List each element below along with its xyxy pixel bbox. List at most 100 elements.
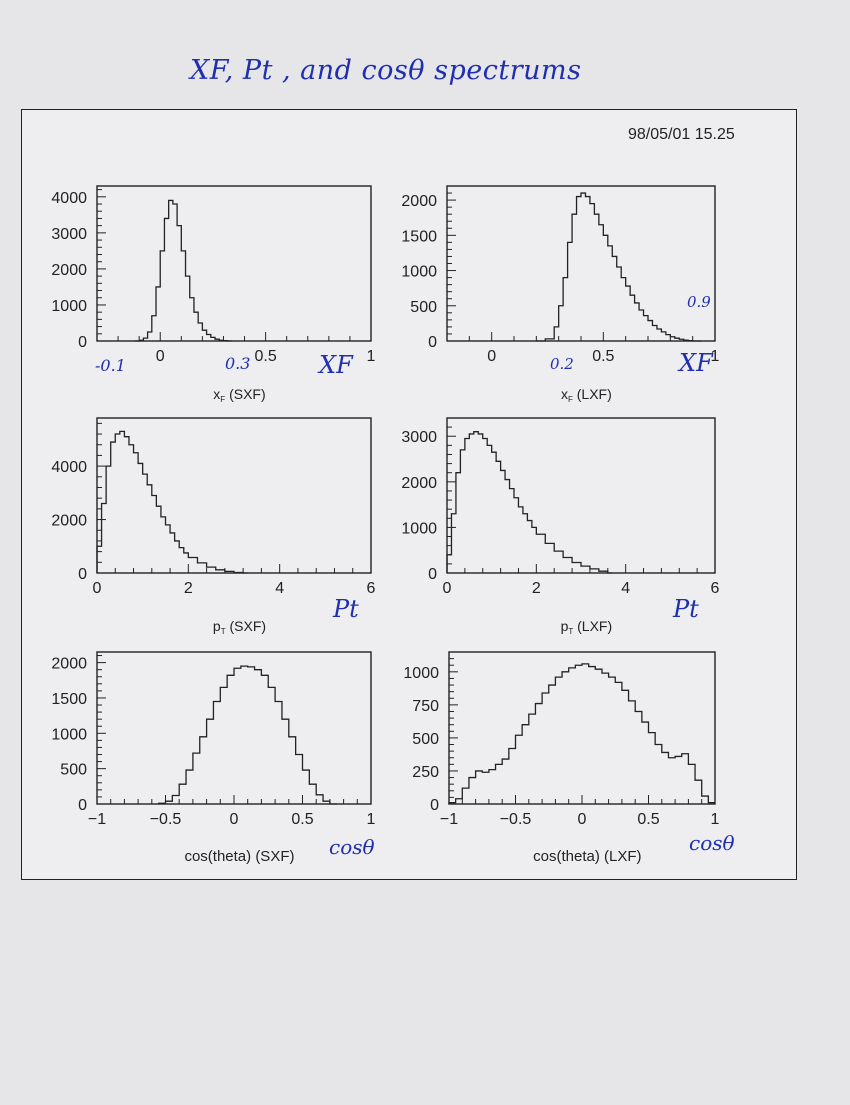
x-axis-title-main: x xyxy=(561,386,568,402)
x-axis-title-main: p xyxy=(561,618,569,634)
y-tick-label: 1000 xyxy=(401,520,437,537)
y-tick-label: 3000 xyxy=(51,226,87,243)
x-tick-label: 0 xyxy=(156,348,165,365)
y-tick-label: 1000 xyxy=(401,264,437,281)
x-tick-label: 0 xyxy=(487,348,496,365)
handwritten-annotation: XF xyxy=(677,349,714,377)
x-axis-title-rest: (LXF) xyxy=(573,618,612,634)
y-tick-label: 2000 xyxy=(51,656,87,673)
x-tick-label: 0 xyxy=(578,811,587,828)
y-tick-label: 2000 xyxy=(401,193,437,210)
handwritten-annotation: Pt xyxy=(672,595,699,623)
y-tick-label: 2000 xyxy=(401,475,437,492)
x-axis-title-subscript: F xyxy=(220,395,225,404)
x-tick-label: 0.5 xyxy=(637,811,659,828)
x-axis-title-rest: (SXF) xyxy=(226,618,266,634)
y-tick-label: 250 xyxy=(412,764,439,781)
x-tick-label: 1 xyxy=(367,348,376,365)
histogram-panel-5: 0 500 1000 1500 2000 −1 −0.5 0 0.5 1 cos(theta) (S… xyxy=(51,651,376,865)
handwritten-annotation: Pt xyxy=(332,595,359,623)
handwritten-annotation: cosθ xyxy=(689,831,735,855)
histogram-panel-3: 0 2000 4000 0 2 4 6 pT (SXF) Pt xyxy=(51,417,376,636)
x-axis-title-subscript: T xyxy=(221,627,226,636)
histogram-line xyxy=(158,665,337,805)
y-tick-label: 500 xyxy=(60,762,87,779)
handwritten-annotation: 0.2 xyxy=(550,355,574,373)
histogram-line xyxy=(536,192,702,342)
y-tick-label: 4000 xyxy=(51,459,87,476)
x-tick-label: 0 xyxy=(443,580,452,597)
histogram-line xyxy=(448,663,715,804)
x-tick-label: 1 xyxy=(367,811,376,828)
y-tick-label: 750 xyxy=(412,698,439,715)
x-tick-label: 4 xyxy=(275,580,284,597)
x-tick-label: 6 xyxy=(711,580,720,597)
x-tick-label: 0.5 xyxy=(254,348,276,365)
x-axis-title: xF (LXF) xyxy=(561,386,612,404)
x-tick-label: 0.5 xyxy=(291,811,313,828)
y-tick-label: 0 xyxy=(428,566,437,583)
histogram-panel-1: 0 1000 2000 3000 4000 0 0.5 1 xF (SXF) -0.1 0.3 XF xyxy=(51,185,376,404)
axes-box xyxy=(96,185,372,342)
x-axis-title-main: cos(theta) (LXF) xyxy=(533,848,641,865)
y-tick-label: 0 xyxy=(78,797,87,814)
axes-box xyxy=(446,417,716,574)
x-tick-label: 0 xyxy=(230,811,239,828)
x-tick-label: 1 xyxy=(711,348,720,365)
histogram-line xyxy=(134,199,232,342)
histogram-panel-2: 0 500 1000 1500 2000 0 0.5 1 xF (LXF) 0.2 0.9 XF xyxy=(401,185,720,404)
x-tick-label: −1 xyxy=(440,811,458,828)
x-tick-label: 1 xyxy=(711,811,720,828)
y-tick-label: 500 xyxy=(412,731,439,748)
y-tick-label: 1000 xyxy=(51,726,87,743)
y-tick-label: 0 xyxy=(430,797,439,814)
axes-box xyxy=(448,651,716,805)
x-axis-title: pT (SXF) xyxy=(213,618,266,636)
x-tick-label: −1 xyxy=(88,811,106,828)
x-tick-label: −0.5 xyxy=(150,811,182,828)
x-axis-title-subscript: F xyxy=(568,395,573,404)
handwritten-annotation: 0.9 xyxy=(687,293,711,311)
handwritten-annotation: 0.3 xyxy=(225,354,250,373)
y-tick-label: 3000 xyxy=(401,429,437,446)
handwritten-annotation: cosθ xyxy=(329,835,375,859)
x-tick-label: 2 xyxy=(532,580,541,597)
y-tick-label: 500 xyxy=(410,299,437,316)
x-axis-title-rest: (LXF) xyxy=(573,386,612,402)
y-tick-label: 2000 xyxy=(51,513,87,530)
x-axis-title-rest: (SXF) xyxy=(225,386,265,402)
x-axis-title-main: cos(theta) (SXF) xyxy=(184,848,294,865)
handwritten-title: XF, Pt , and cosθ spectrums xyxy=(190,55,582,86)
x-axis-title-subscript: T xyxy=(568,627,573,636)
y-tick-label: 1500 xyxy=(51,691,87,708)
x-tick-label: 2 xyxy=(184,580,193,597)
y-tick-label: 4000 xyxy=(51,190,87,207)
x-tick-label: 0.5 xyxy=(592,348,614,365)
handwritten-annotation: -0.1 xyxy=(95,356,126,375)
y-tick-label: 0 xyxy=(78,566,87,583)
histogram-panel-6: 0 250 500 750 1000 −1 −0.5 0 0.5 1 cos(theta) (LXF… xyxy=(403,651,735,865)
x-axis-title: xF (SXF) xyxy=(213,386,265,404)
histogram-line xyxy=(446,431,613,574)
y-tick-label: 0 xyxy=(428,334,437,351)
histogram-panel-4: 0 1000 2000 3000 0 2 4 6 pT (LXF) Pt xyxy=(401,417,720,636)
axes-box xyxy=(96,417,372,574)
x-axis-title-main: p xyxy=(213,618,221,634)
plot-frame xyxy=(21,109,797,880)
x-axis-title: cos(theta) (LXF) xyxy=(533,848,641,865)
x-tick-label: 0 xyxy=(93,580,102,597)
x-axis-title-main: x xyxy=(213,386,220,402)
x-tick-label: −0.5 xyxy=(500,811,532,828)
y-tick-label: 1000 xyxy=(51,298,87,315)
x-axis-title: cos(theta) (SXF) xyxy=(184,848,294,865)
x-tick-label: 6 xyxy=(367,580,376,597)
x-tick-label: 4 xyxy=(621,580,630,597)
y-tick-label: 1000 xyxy=(403,665,439,682)
histogram-line xyxy=(96,430,248,574)
y-tick-label: 2000 xyxy=(51,262,87,279)
y-tick-label: 0 xyxy=(78,334,87,351)
handwritten-annotation: XF xyxy=(317,351,354,379)
x-axis-title: pT (LXF) xyxy=(561,618,613,636)
